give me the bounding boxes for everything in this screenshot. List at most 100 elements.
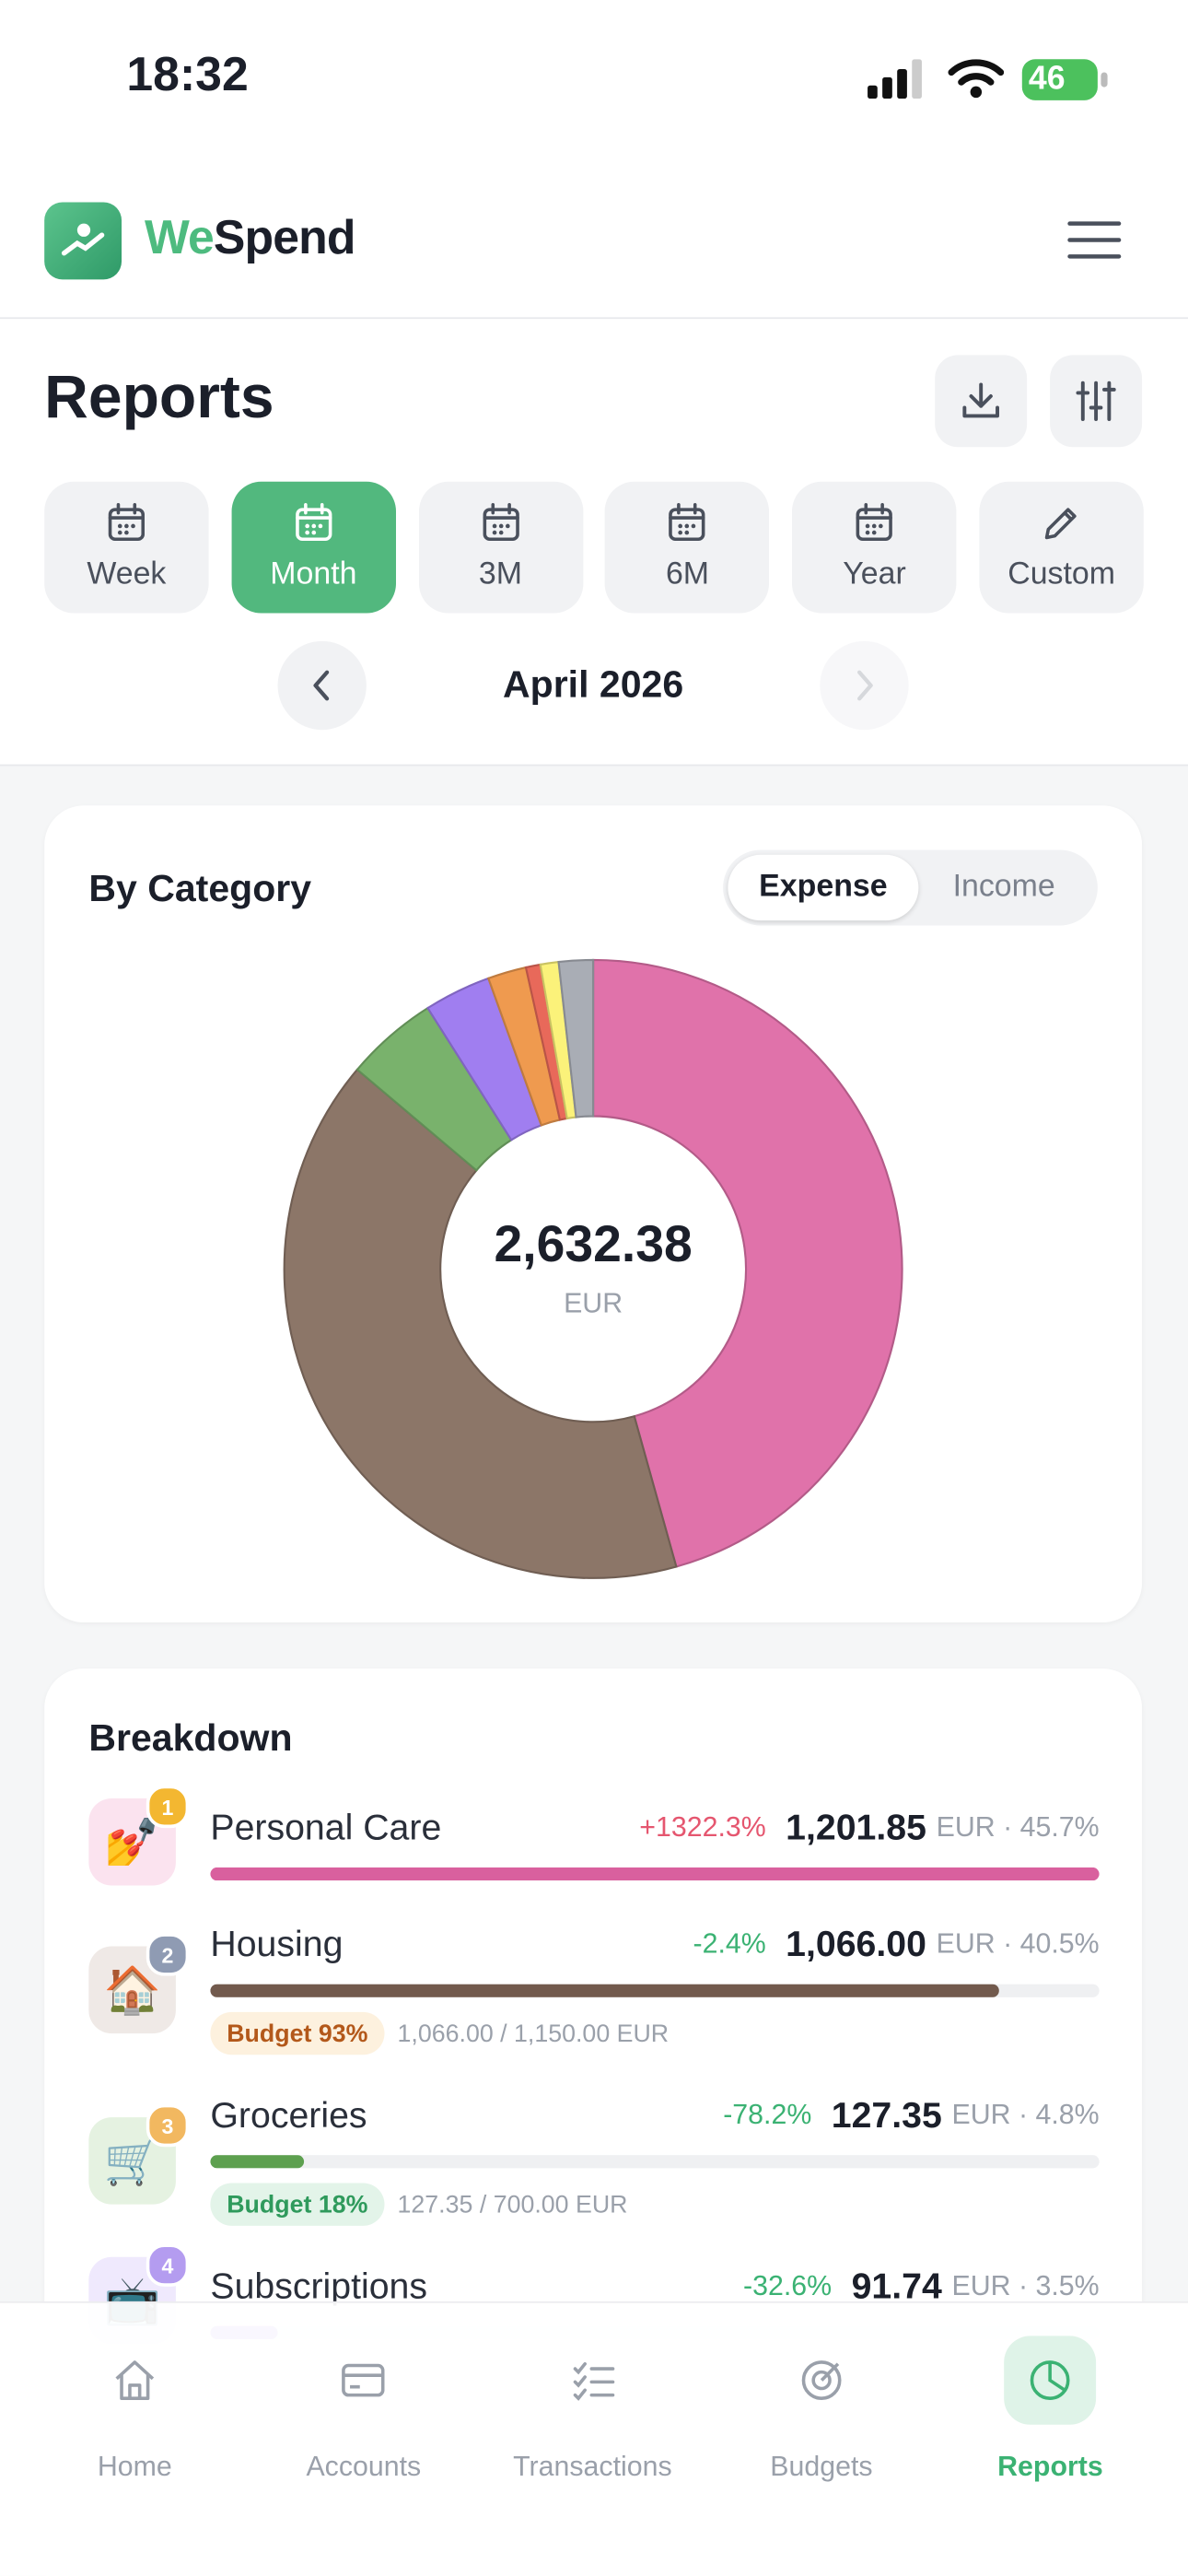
wifi-icon bbox=[948, 59, 1005, 99]
period-label: Year bbox=[843, 556, 906, 592]
donut-segment bbox=[557, 958, 595, 1118]
period-tab[interactable]: Year bbox=[792, 481, 957, 614]
item-row: Personal Care +1322.3% 1,201.85 EUR · 45.7% bbox=[210, 1803, 1099, 1853]
logo-glyph bbox=[61, 223, 105, 256]
brand-prefix: We bbox=[145, 212, 215, 265]
card-title: By Category bbox=[88, 866, 312, 909]
status-time: 18:32 bbox=[126, 49, 249, 102]
period-label: April 2026 bbox=[503, 662, 684, 706]
budget-chip: Budget 93% bbox=[210, 2011, 385, 2055]
nav-glyph bbox=[342, 2363, 386, 2397]
share: EUR · 45.7% bbox=[936, 1811, 1100, 1844]
export-button[interactable] bbox=[935, 355, 1028, 448]
nav-item[interactable]: Reports bbox=[943, 2336, 1157, 2484]
nav-icon bbox=[88, 2336, 181, 2424]
nav-label: Accounts bbox=[306, 2451, 422, 2483]
header-divider bbox=[0, 317, 1188, 320]
change-pct: -2.4% bbox=[693, 1927, 766, 1960]
nav-label: Transactions bbox=[513, 2451, 672, 2483]
share: EUR · 4.8% bbox=[951, 2099, 1100, 2131]
nav-icon bbox=[546, 2336, 638, 2424]
prev-period-button[interactable] bbox=[277, 640, 367, 731]
period-label: 6M bbox=[665, 556, 710, 592]
sliders-icon bbox=[1076, 381, 1116, 421]
change-pct: +1322.3% bbox=[639, 1811, 766, 1844]
progress-fill bbox=[210, 1984, 999, 1997]
period-tab[interactable]: 3M bbox=[418, 481, 583, 614]
amount: 1,066.00 bbox=[786, 1923, 926, 1965]
calendar-icon bbox=[669, 502, 706, 542]
nav-item[interactable]: Accounts bbox=[257, 2336, 471, 2484]
nav-icon bbox=[318, 2336, 410, 2424]
progress-track bbox=[210, 1867, 1100, 1881]
nav-item[interactable]: Home bbox=[28, 2336, 241, 2484]
donut-chart: 2,632.38 EUR bbox=[283, 958, 903, 1579]
item-row: Groceries -78.2% 127.35 EUR · 4.8% bbox=[210, 2091, 1099, 2141]
download-icon bbox=[962, 382, 999, 418]
amount: 127.35 bbox=[831, 2094, 942, 2136]
breakdown-title: Breakdown bbox=[88, 1715, 293, 1760]
period-tab[interactable]: 6M bbox=[605, 481, 770, 614]
period-label: 3M bbox=[478, 556, 523, 592]
nav-item[interactable]: Transactions bbox=[485, 2336, 699, 2484]
period-label: Custom bbox=[1007, 556, 1116, 592]
progress-fill bbox=[210, 2155, 305, 2169]
filter-button[interactable] bbox=[1050, 355, 1143, 448]
signal-icon bbox=[868, 59, 922, 100]
period-tab[interactable]: Week bbox=[44, 481, 209, 614]
brand-name: WeSpend bbox=[145, 212, 355, 266]
calendar-icon bbox=[482, 502, 519, 542]
toggle-option[interactable]: Income bbox=[952, 869, 1055, 905]
period-tab[interactable]: Custom bbox=[979, 481, 1144, 614]
category-name: Subscriptions bbox=[210, 2265, 428, 2307]
chevron-left bbox=[313, 670, 330, 701]
nav-glyph bbox=[115, 2360, 155, 2400]
battery-cap bbox=[1101, 72, 1108, 88]
share: EUR · 40.5% bbox=[936, 1927, 1100, 1960]
progress-track bbox=[210, 2155, 1100, 2169]
chevron-right bbox=[857, 670, 873, 701]
donut-segment bbox=[283, 1068, 678, 1579]
budget-chip: Budget 18% bbox=[210, 2183, 385, 2226]
app-logo[interactable] bbox=[44, 202, 122, 280]
period-label: Week bbox=[87, 556, 167, 592]
change-pct: -78.2% bbox=[723, 2099, 812, 2131]
nav-glyph bbox=[572, 2361, 614, 2401]
donut-segment bbox=[592, 958, 903, 1568]
progress-fill bbox=[210, 1867, 1100, 1881]
rank-badge: 3 bbox=[146, 2103, 190, 2148]
nav-icon bbox=[775, 2336, 868, 2424]
period-tab[interactable]: Month bbox=[231, 481, 396, 614]
amount: 91.74 bbox=[851, 2265, 942, 2307]
item-row: Housing -2.4% 1,066.00 EUR · 40.5% bbox=[210, 1920, 1099, 1970]
page-title: Reports bbox=[44, 363, 274, 431]
calendar-icon bbox=[295, 502, 332, 542]
nav-label: Home bbox=[97, 2451, 172, 2483]
rank-badge: 4 bbox=[146, 2243, 190, 2287]
donut-unit: EUR bbox=[564, 1289, 623, 1319]
category-name: Housing bbox=[210, 1923, 344, 1965]
budget-detail: 1,066.00 / 1,150.00 EUR bbox=[397, 2020, 670, 2049]
category-name: Personal Care bbox=[210, 1806, 442, 1848]
pencil-icon bbox=[1044, 508, 1077, 540]
nav-glyph bbox=[801, 2360, 842, 2400]
battery: 46 bbox=[1021, 59, 1098, 100]
nav-label: Budgets bbox=[770, 2451, 873, 2483]
menu-button[interactable] bbox=[1066, 218, 1123, 261]
share: EUR · 3.5% bbox=[951, 2270, 1100, 2301]
toggle-option[interactable]: Expense bbox=[728, 854, 919, 921]
period-label: Month bbox=[270, 556, 357, 592]
nav-label: Reports bbox=[997, 2451, 1103, 2483]
battery-level: 46 bbox=[1028, 61, 1066, 98]
progress-track bbox=[210, 1984, 1100, 1997]
rank-badge: 2 bbox=[146, 1933, 190, 1976]
calendar-icon bbox=[856, 502, 893, 542]
nav-glyph bbox=[1031, 2360, 1070, 2400]
rank-badge: 1 bbox=[146, 1785, 190, 1829]
donut-total: 2,632.38 bbox=[494, 1215, 692, 1272]
nav-item[interactable]: Budgets bbox=[715, 2336, 928, 2484]
next-period-button[interactable] bbox=[820, 640, 909, 731]
